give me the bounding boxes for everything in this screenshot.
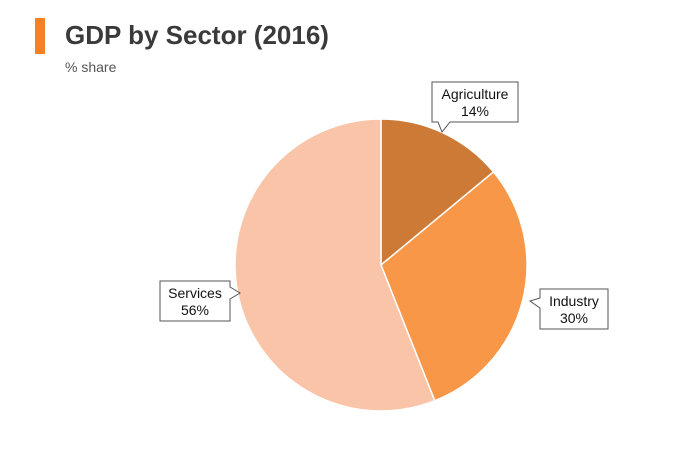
callout-box <box>431 81 519 133</box>
callout-box <box>159 280 241 322</box>
chart-title: GDP by Sector (2016) <box>65 20 329 50</box>
slice-value-label: 30% <box>560 310 588 326</box>
pie-slice-agriculture <box>380 118 495 267</box>
pie-slice-industry <box>380 170 528 402</box>
slice-label: Industry <box>549 293 599 309</box>
slice-label: Services <box>168 285 222 301</box>
slice-value-label: 14% <box>461 103 489 119</box>
slice-label: Agriculture <box>442 86 509 102</box>
callout-box <box>528 288 609 330</box>
slice-value-label: 56% <box>181 302 209 318</box>
chart-subtitle: % share <box>65 59 117 75</box>
title-accent-bar <box>35 18 45 54</box>
